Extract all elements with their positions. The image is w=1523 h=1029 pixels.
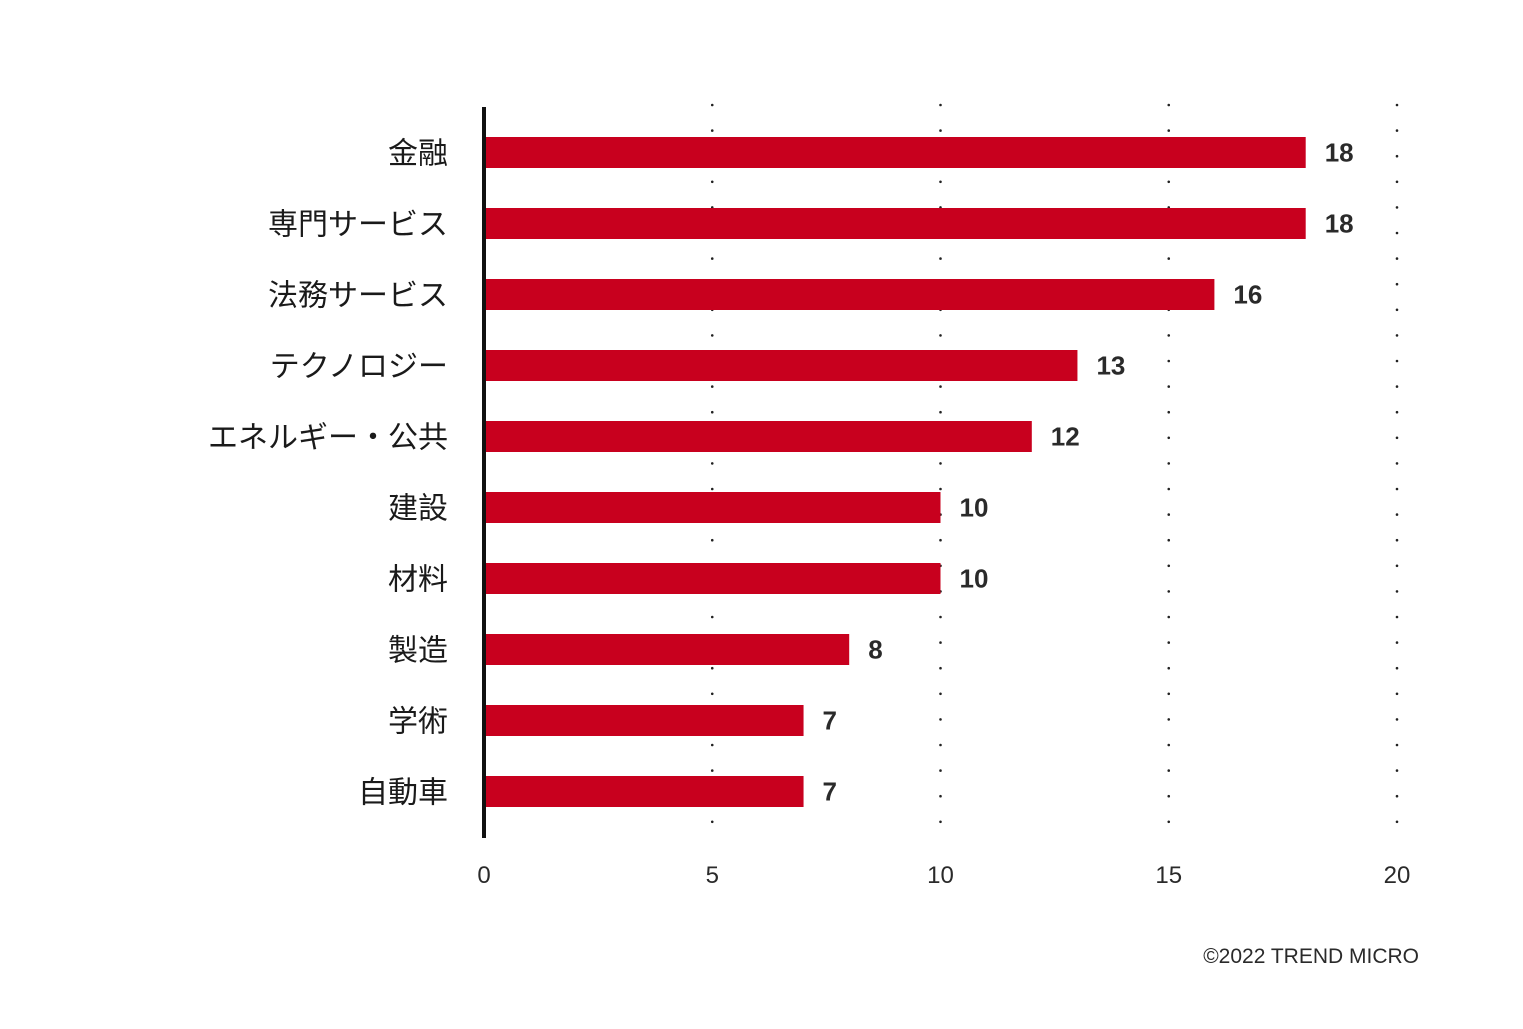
category-label: 法務サービス bbox=[268, 279, 448, 314]
value-label: 7 bbox=[823, 777, 837, 807]
bar bbox=[484, 563, 941, 594]
category-label: 金融 bbox=[388, 137, 448, 172]
bar bbox=[484, 350, 1078, 381]
bar bbox=[484, 208, 1306, 239]
category-label: テクノロジー bbox=[270, 350, 448, 385]
category-label: 材料 bbox=[388, 563, 448, 598]
bar bbox=[484, 634, 850, 665]
value-labels: 18 18 16 13 12 10 10 8 7 7 bbox=[823, 138, 1354, 807]
value-label: 16 bbox=[1233, 280, 1262, 310]
value-label: 13 bbox=[1096, 351, 1125, 381]
bar bbox=[484, 492, 941, 523]
x-tick-label: 10 bbox=[927, 862, 954, 889]
copyright-text: ©2022 TREND MICRO bbox=[1203, 945, 1419, 968]
x-axis-ticks: 0 5 10 15 20 bbox=[477, 862, 1410, 889]
category-label: エネルギー・公共 bbox=[208, 421, 448, 456]
category-label: 学術 bbox=[388, 705, 448, 740]
x-tick-label: 15 bbox=[1155, 862, 1182, 889]
bar bbox=[484, 421, 1032, 452]
x-tick-label: 5 bbox=[706, 862, 719, 889]
bar bbox=[484, 279, 1215, 310]
value-label: 12 bbox=[1051, 422, 1080, 452]
value-label: 7 bbox=[823, 706, 837, 736]
x-tick-label: 0 bbox=[477, 862, 490, 889]
bar bbox=[484, 137, 1306, 168]
value-label: 18 bbox=[1325, 138, 1354, 168]
category-label: 専門サービス bbox=[268, 208, 448, 243]
bars bbox=[484, 137, 1306, 807]
bar bbox=[484, 776, 804, 807]
x-tick-label: 20 bbox=[1384, 862, 1411, 889]
bar bbox=[484, 705, 804, 736]
value-label: 18 bbox=[1325, 209, 1354, 239]
value-label: 8 bbox=[868, 635, 882, 665]
category-label: 建設 bbox=[388, 492, 448, 527]
category-label: 製造 bbox=[388, 634, 448, 669]
category-label: 自動車 bbox=[358, 776, 448, 811]
value-label: 10 bbox=[960, 564, 989, 594]
value-label: 10 bbox=[960, 493, 989, 523]
